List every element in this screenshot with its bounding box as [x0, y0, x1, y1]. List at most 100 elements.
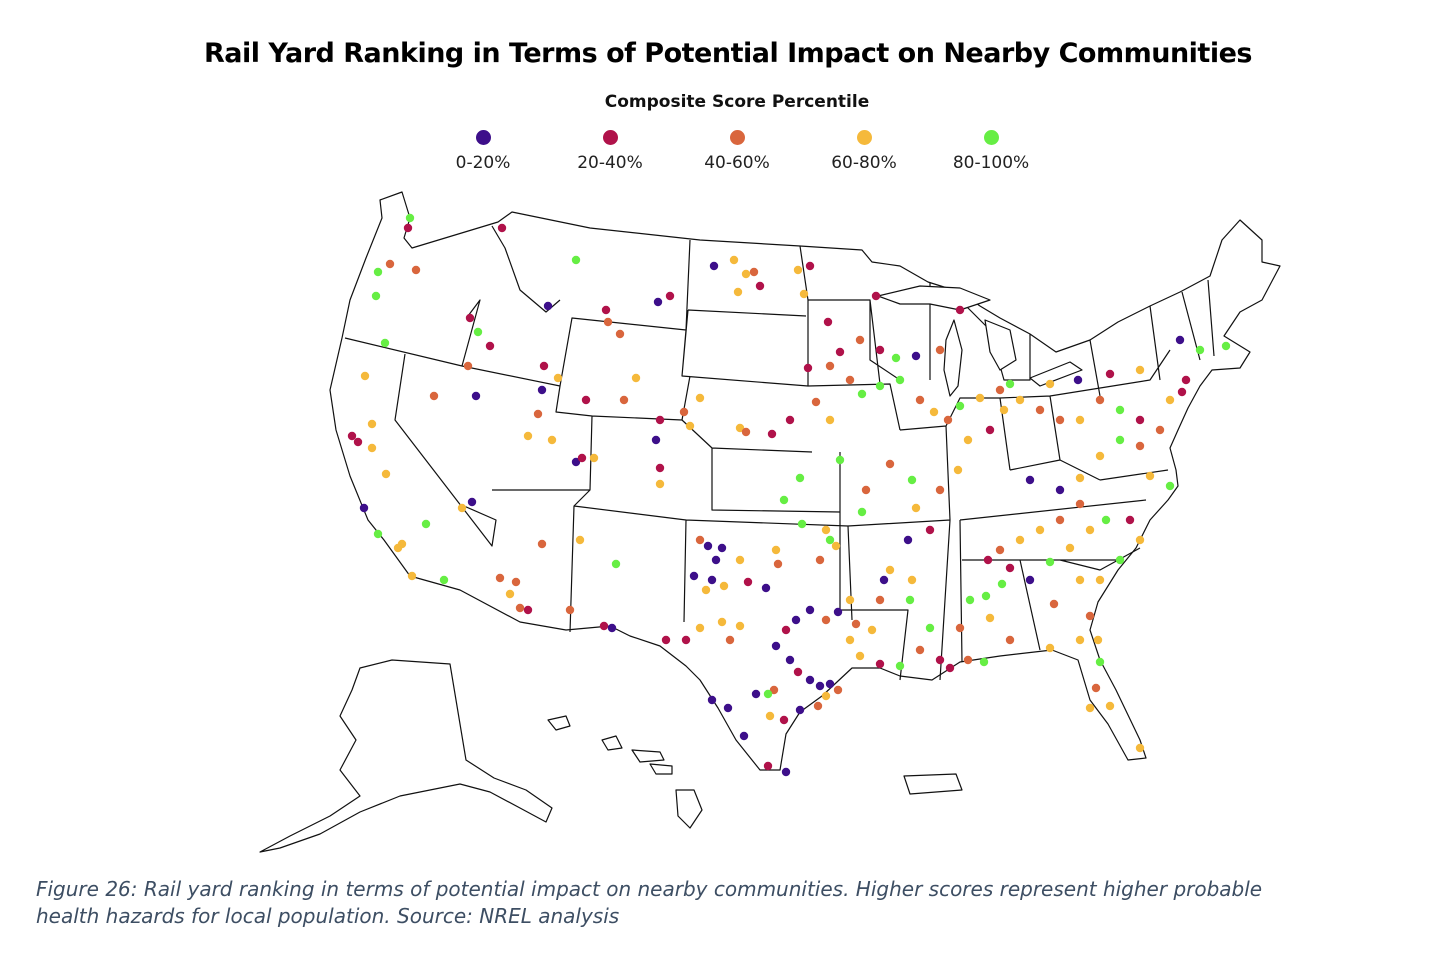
rail-yard-point — [751, 689, 761, 699]
rail-yard-point — [651, 435, 661, 445]
rail-yard-point — [465, 313, 475, 323]
rail-yard-point — [1015, 535, 1025, 545]
legend-dot-80-100 — [983, 130, 999, 145]
rail-yard-point — [1085, 611, 1095, 621]
rail-yard-point — [733, 287, 743, 297]
legend-dot-20-40 — [602, 130, 618, 145]
rail-yard-point — [655, 463, 665, 473]
rail-yard-point — [875, 381, 885, 391]
rail-yard-point — [985, 613, 995, 623]
rail-yard-point — [523, 431, 533, 441]
rail-yard-point — [681, 635, 691, 645]
legend: 0-20% 20-40% 40-60% 60-80% 80-100% — [420, 126, 1060, 176]
rail-yard-point — [1075, 473, 1085, 483]
rail-yard-point — [835, 347, 845, 357]
rail-yard-point — [905, 595, 915, 605]
rail-yard-point — [935, 655, 945, 665]
rail-yard-point — [821, 691, 831, 701]
rail-yard-point — [1005, 635, 1015, 645]
rail-yard-point — [1065, 543, 1075, 553]
rail-yard-point — [533, 409, 543, 419]
rail-yard-point — [385, 259, 395, 269]
rail-yard-point — [761, 583, 771, 593]
rail-yard-point — [935, 485, 945, 495]
rail-yard-point — [1055, 485, 1065, 495]
rail-yard-point — [1105, 701, 1115, 711]
rail-yard-point — [979, 657, 989, 667]
rail-yard-point — [855, 335, 865, 345]
rail-yard-point — [1165, 481, 1175, 491]
rail-yard-point — [735, 621, 745, 631]
rail-yard-point — [765, 711, 775, 721]
rail-yard-point — [380, 338, 390, 348]
rail-yard-point — [943, 415, 953, 425]
rail-yard-point — [717, 543, 727, 553]
rail-yard-point — [825, 679, 835, 689]
rail-yard-point — [907, 575, 917, 585]
rail-yard-points — [347, 213, 1231, 777]
rail-yard-point — [779, 715, 789, 725]
rail-yard-point — [885, 459, 895, 469]
rail-yard-point — [857, 507, 867, 517]
lake-huron — [984, 319, 1017, 371]
rail-yard-point — [1195, 345, 1205, 355]
rail-yard-point — [785, 655, 795, 665]
legend-item-80-100: 80-100% — [931, 126, 1051, 173]
rail-yard-point — [1035, 525, 1045, 535]
rail-yard-point — [711, 555, 721, 565]
rail-yard-point — [1135, 743, 1145, 753]
rail-yard-point — [743, 577, 753, 587]
rail-yard-point — [1075, 575, 1085, 585]
rail-yard-point — [963, 435, 973, 445]
rail-yard-point — [845, 595, 855, 605]
rail-yard-point — [393, 543, 403, 553]
rail-yard-point — [603, 317, 613, 327]
rail-yard-point — [815, 681, 825, 691]
rail-yard-point — [575, 535, 585, 545]
rail-yard-point — [965, 595, 975, 605]
rail-yard-point — [1005, 379, 1015, 389]
rail-yard-point — [723, 703, 733, 713]
rail-yard-point — [1055, 415, 1065, 425]
rail-yard-point — [411, 265, 421, 275]
rail-yard-point — [763, 761, 773, 771]
rail-yard-point — [653, 297, 663, 307]
rail-yard-point — [995, 545, 1005, 555]
rail-yard-point — [953, 465, 963, 475]
rail-yard-point — [875, 345, 885, 355]
rail-yard-point — [1035, 405, 1045, 415]
rail-yard-point — [797, 519, 807, 529]
lake-erie — [1029, 361, 1083, 387]
rail-yard-point — [903, 535, 913, 545]
rail-yard-point — [845, 375, 855, 385]
rail-yard-point — [607, 623, 617, 633]
rail-yard-point — [773, 559, 783, 569]
rail-yard-point — [1095, 575, 1105, 585]
rail-yard-point — [571, 255, 581, 265]
rail-yard-point — [855, 651, 865, 661]
rail-yard-point — [1075, 499, 1085, 509]
rail-yard-point — [805, 261, 815, 271]
conus-outline — [329, 191, 1281, 771]
rail-yard-point — [879, 575, 889, 585]
rail-yard-point — [781, 625, 791, 635]
rail-yard-point — [589, 453, 599, 463]
rail-yard-point — [1093, 635, 1103, 645]
rail-yard-point — [833, 607, 843, 617]
rail-yard-point — [601, 305, 611, 315]
rail-yard-point — [1095, 395, 1105, 405]
rail-yard-point — [1025, 475, 1035, 485]
rail-yard-point — [857, 389, 867, 399]
rail-yard-point — [611, 559, 621, 569]
rail-yard-point — [925, 525, 935, 535]
rail-yard-point — [695, 623, 705, 633]
rail-yard-point — [537, 539, 547, 549]
rail-yard-point — [769, 685, 779, 695]
rail-yard-point — [405, 213, 415, 223]
rail-yard-point — [581, 395, 591, 405]
rail-yard-point — [661, 635, 671, 645]
rail-yard-point — [735, 423, 745, 433]
rail-yard-point — [875, 595, 885, 605]
rail-yard-point — [515, 603, 525, 613]
